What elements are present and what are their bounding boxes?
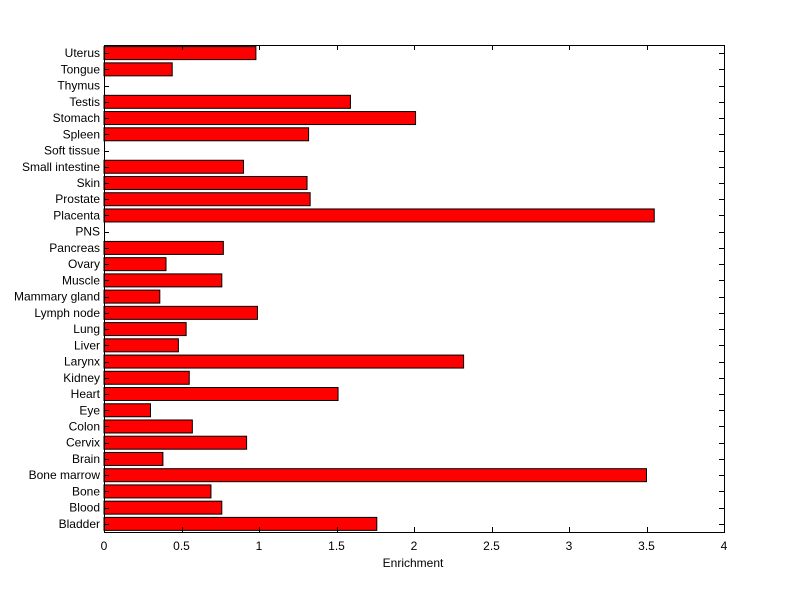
y-tick-label: Bone marrow [29, 468, 101, 482]
bar [103, 435, 248, 450]
y-tick-label: Eye [79, 403, 100, 417]
bar [103, 403, 151, 418]
bar [103, 208, 655, 223]
bar [103, 175, 308, 190]
y-tick-label: Cervix [66, 436, 100, 450]
y-tick-label: PNS [75, 225, 100, 239]
y-tick-label: Skin [77, 176, 100, 190]
x-axis-ticks: 0 0.5 1 1.5 2 2.5 3 3.5 4 [101, 45, 728, 553]
y-tick-label: Small intestine [22, 160, 100, 174]
bar [103, 240, 224, 255]
y-tick-label: Heart [71, 387, 101, 401]
y-tick-label: Colon [69, 419, 100, 433]
y-tick-label: Muscle [62, 273, 100, 287]
x-tick-label: 3.5 [638, 539, 655, 553]
x-tick-label: 4 [721, 539, 728, 553]
bar [103, 62, 173, 77]
bar [103, 289, 161, 304]
y-tick-label: Ovary [68, 257, 100, 271]
y-tick-label: Bone [72, 484, 100, 498]
bar [103, 451, 164, 466]
bar [103, 94, 351, 109]
y-tick-label: Lymph node [34, 306, 100, 320]
bar [103, 305, 258, 320]
y-tick-label: Liver [74, 338, 100, 352]
bar [103, 159, 244, 174]
y-tick-label: Tongue [61, 62, 101, 76]
bar [103, 387, 339, 402]
bar [103, 46, 257, 61]
y-tick-label: Uterus [65, 46, 100, 60]
y-tick-label: Mammary gland [14, 290, 100, 304]
y-tick-label: Prostate [55, 192, 100, 206]
y-tick-label: Blood [69, 501, 100, 515]
y-tick-label: Pancreas [49, 241, 100, 255]
y-tick-label: Bladder [59, 517, 100, 531]
y-tick-label: Placenta [53, 208, 100, 222]
y-tick-label: Lung [73, 322, 100, 336]
bar [103, 500, 223, 515]
bar [103, 192, 311, 207]
x-tick-label: 2.5 [483, 539, 500, 553]
bar [103, 419, 193, 434]
y-tick-label: Kidney [63, 371, 100, 385]
bars-group [103, 46, 655, 531]
bar [103, 111, 417, 126]
bar [103, 516, 378, 531]
bar [103, 338, 179, 353]
y-tick-label: Soft tissue [44, 144, 100, 158]
x-tick-label: 0 [101, 539, 108, 553]
x-tick-label: 1 [256, 539, 263, 553]
bar [103, 468, 647, 483]
y-axis-ticks: Bladder Blood Bone Bone marrow Brain Cervix Co… [14, 46, 724, 531]
bar [103, 273, 223, 288]
bar [103, 354, 465, 369]
y-tick-label: Brain [72, 452, 100, 466]
x-tick-label: 1.5 [328, 539, 345, 553]
bar [103, 257, 167, 272]
bar [103, 370, 190, 385]
y-tick-label: Stomach [53, 111, 100, 125]
y-tick-label: Thymus [57, 79, 100, 93]
y-tick-label: Testis [69, 95, 100, 109]
y-tick-label: Spleen [63, 127, 100, 141]
bar [103, 127, 310, 142]
x-axis-label: Enrichment [383, 556, 444, 570]
bar [103, 484, 212, 499]
bar [103, 322, 187, 337]
x-tick-label: 2 [411, 539, 418, 553]
x-tick-label: 0.5 [173, 539, 190, 553]
x-tick-label: 3 [566, 539, 573, 553]
y-tick-label: Larynx [64, 355, 100, 369]
